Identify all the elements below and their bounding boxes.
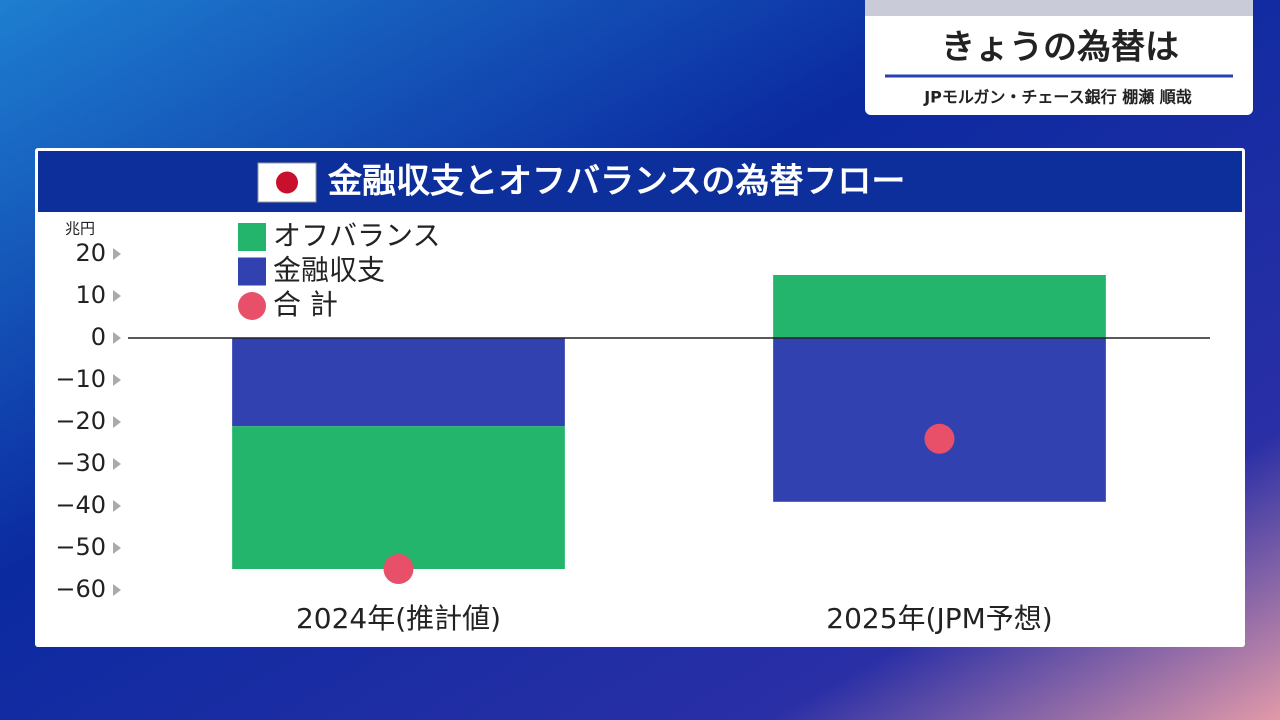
header-strip xyxy=(865,0,1253,16)
y-tick-arrow xyxy=(113,500,121,512)
y-tick-arrow xyxy=(113,290,121,302)
y-tick-label: −10 xyxy=(55,365,106,393)
chart-title-bar xyxy=(38,151,1242,212)
total-dot xyxy=(383,554,414,584)
legend-label: 合 計 xyxy=(273,288,338,321)
y-tick-arrow xyxy=(113,332,121,344)
legend-swatch xyxy=(238,223,266,251)
total-dot xyxy=(924,423,955,454)
x-tick-label: 2024年(推計値) xyxy=(296,602,501,635)
y-tick-arrow xyxy=(113,542,121,554)
legend-label: オフバランス xyxy=(273,219,440,252)
legend-label: 金融収支 xyxy=(273,254,385,287)
header-subtitle: JPモルガン・チェース銀行 棚瀬 順哉 xyxy=(923,88,1192,107)
flag-disc xyxy=(276,171,298,194)
plot: 20 10 0 −10 −20 −30 −40 −50 −60 2024年(推計値) 2025年(J… xyxy=(55,219,1210,635)
y-tick-label: −30 xyxy=(55,449,106,477)
legend-swatch xyxy=(238,257,266,286)
legend-swatch xyxy=(238,292,266,320)
y-tick-label: −40 xyxy=(55,491,106,519)
y-tick-label: 10 xyxy=(75,281,106,309)
bar-segment xyxy=(232,338,565,427)
bar-segment xyxy=(232,426,565,569)
y-tick-label: 20 xyxy=(75,239,106,267)
y-tick-arrow xyxy=(113,374,121,386)
y-axis-unit: 兆円 xyxy=(65,220,95,238)
bar-segment xyxy=(773,275,1106,338)
y-tick-label: 0 xyxy=(91,323,106,351)
header-title: きょうの為替は xyxy=(941,28,1179,68)
y-tick-arrow xyxy=(113,416,121,428)
x-tick-label: 2025年(JPM予想) xyxy=(826,602,1052,635)
chart-title: 金融収支とオフバランスの為替フロー xyxy=(327,162,905,202)
y-tick-label: −50 xyxy=(55,533,106,561)
y-tick-label: −20 xyxy=(55,407,106,435)
y-tick-arrow xyxy=(113,248,121,260)
y-tick-arrow xyxy=(113,584,121,596)
y-tick-arrow xyxy=(113,458,121,470)
bar-segment xyxy=(773,338,1106,502)
header-card xyxy=(865,0,1253,115)
y-tick-label: −60 xyxy=(55,575,106,603)
